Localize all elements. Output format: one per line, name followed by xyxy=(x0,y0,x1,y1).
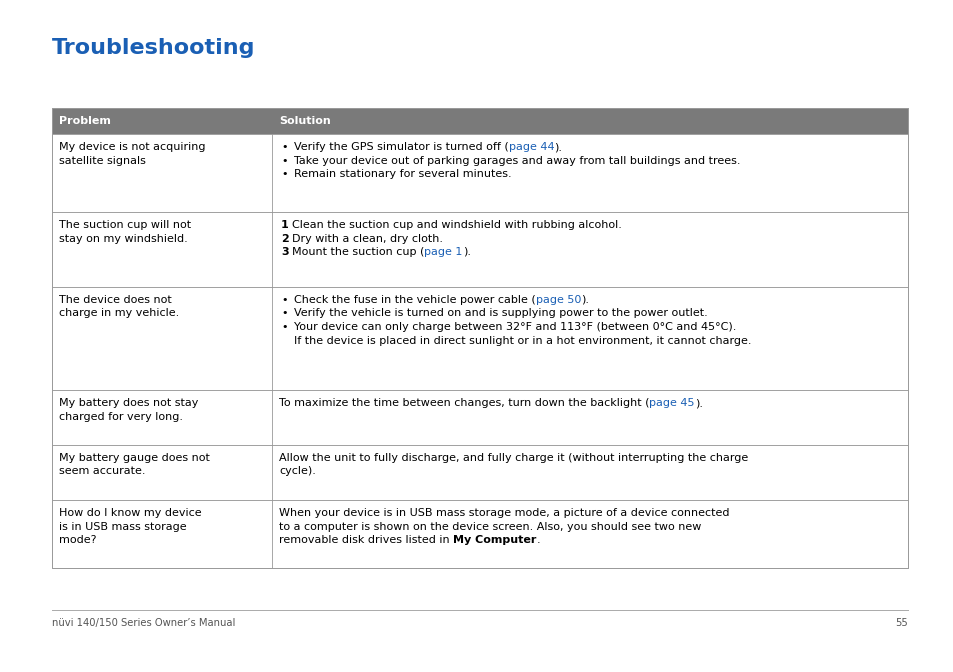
Bar xyxy=(52,390,907,445)
Text: ).: ). xyxy=(554,142,561,152)
Text: 55: 55 xyxy=(894,618,907,628)
Text: satellite signals: satellite signals xyxy=(59,155,146,165)
Text: The suction cup will not: The suction cup will not xyxy=(59,220,191,230)
Text: My battery gauge does not: My battery gauge does not xyxy=(59,453,210,463)
Text: seem accurate.: seem accurate. xyxy=(59,466,146,476)
Text: •: • xyxy=(281,322,287,332)
Text: Troubleshooting: Troubleshooting xyxy=(52,38,255,58)
Text: How do I know my device: How do I know my device xyxy=(59,508,201,518)
Text: My battery does not stay: My battery does not stay xyxy=(59,398,198,408)
Bar xyxy=(52,445,907,500)
Text: Check the fuse in the vehicle power cable (: Check the fuse in the vehicle power cabl… xyxy=(294,295,536,305)
Text: My device is not acquiring: My device is not acquiring xyxy=(59,142,205,152)
Bar xyxy=(52,108,907,568)
Text: page 1: page 1 xyxy=(424,247,462,257)
Bar xyxy=(52,212,907,287)
Text: cycle).: cycle). xyxy=(278,466,315,476)
Text: ).: ). xyxy=(462,247,470,257)
Text: stay on my windshield.: stay on my windshield. xyxy=(59,233,188,243)
Text: is in USB mass storage: is in USB mass storage xyxy=(59,521,187,532)
Text: ).: ). xyxy=(580,295,589,305)
Text: 2: 2 xyxy=(281,233,289,243)
Text: Clean the suction cup and windshield with rubbing alcohol.: Clean the suction cup and windshield wit… xyxy=(292,220,621,230)
Text: page 50: page 50 xyxy=(536,295,580,305)
Text: Dry with a clean, dry cloth.: Dry with a clean, dry cloth. xyxy=(292,233,442,243)
Text: page 44: page 44 xyxy=(508,142,554,152)
Text: My Computer: My Computer xyxy=(453,535,536,545)
Text: If the device is placed in direct sunlight or in a hot environment, it cannot ch: If the device is placed in direct sunlig… xyxy=(294,335,751,345)
Text: Take your device out of parking garages and away from tall buildings and trees.: Take your device out of parking garages … xyxy=(294,155,740,165)
Text: Verify the vehicle is turned on and is supplying power to the power outlet.: Verify the vehicle is turned on and is s… xyxy=(294,308,707,319)
Text: The device does not: The device does not xyxy=(59,295,172,305)
Text: removable disk drives listed in: removable disk drives listed in xyxy=(278,535,453,545)
Text: Mount the suction cup (: Mount the suction cup ( xyxy=(292,247,424,257)
Text: charged for very long.: charged for very long. xyxy=(59,411,183,421)
Text: mode?: mode? xyxy=(59,535,96,545)
Text: •: • xyxy=(281,155,287,165)
Text: •: • xyxy=(281,169,287,179)
Text: When your device is in USB mass storage mode, a picture of a device connected: When your device is in USB mass storage … xyxy=(278,508,729,518)
Text: nüvi 140/150 Series Owner’s Manual: nüvi 140/150 Series Owner’s Manual xyxy=(52,618,235,628)
Bar xyxy=(52,500,907,568)
Bar xyxy=(52,134,907,212)
Text: •: • xyxy=(281,295,287,305)
Text: Your device can only charge between 32°F and 113°F (between 0°C and 45°C).: Your device can only charge between 32°F… xyxy=(294,322,736,332)
Text: Problem: Problem xyxy=(59,116,111,126)
Text: Remain stationary for several minutes.: Remain stationary for several minutes. xyxy=(294,169,511,179)
Text: Solution: Solution xyxy=(278,116,331,126)
Text: to a computer is shown on the device screen. Also, you should see two new: to a computer is shown on the device scr… xyxy=(278,521,700,532)
Text: •: • xyxy=(281,308,287,319)
Bar xyxy=(52,287,907,390)
Text: Verify the GPS simulator is turned off (: Verify the GPS simulator is turned off ( xyxy=(294,142,508,152)
Bar xyxy=(52,108,907,134)
Text: 3: 3 xyxy=(281,247,289,257)
Text: ).: ). xyxy=(695,398,702,408)
Text: •: • xyxy=(281,142,287,152)
Text: 1: 1 xyxy=(281,220,289,230)
Text: charge in my vehicle.: charge in my vehicle. xyxy=(59,308,179,319)
Text: .: . xyxy=(536,535,539,545)
Text: Allow the unit to fully discharge, and fully charge it (without interrupting the: Allow the unit to fully discharge, and f… xyxy=(278,453,747,463)
Text: To maximize the time between changes, turn down the backlight (: To maximize the time between changes, tu… xyxy=(278,398,649,408)
Text: page 45: page 45 xyxy=(649,398,695,408)
